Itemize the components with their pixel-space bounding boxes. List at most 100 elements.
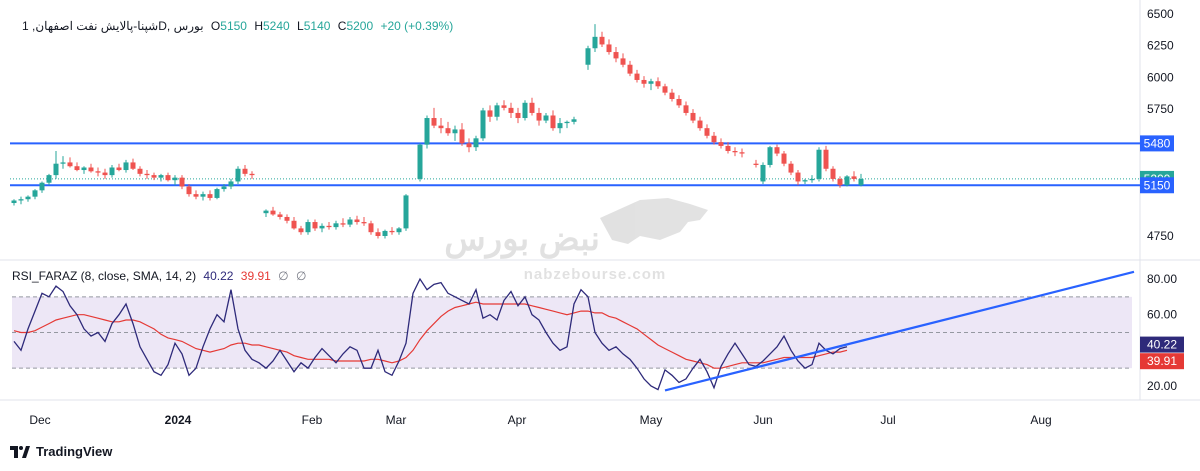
time-axis[interactable]: Dec 2024 Feb Mar Apr May Jun Jul Aug [29,413,1051,427]
candle-body [270,210,276,215]
price-pane[interactable] [0,0,1140,258]
candle-body [137,168,143,174]
candle-body [571,119,577,122]
candle-body [165,175,171,181]
candle-body [221,186,227,190]
candle-body [172,177,178,181]
level-5150-badge-bg [1140,177,1174,194]
rsi-line [13,277,848,391]
candle-body [431,118,437,126]
rsi-value-badge-bg [1140,336,1184,353]
candle-body [263,210,269,214]
candle-body [242,168,248,174]
price-axis[interactable]: 4750 5750 6000 6250 6500 [1147,7,1174,243]
candle-body [711,135,717,143]
empty-value-2: ∅ [295,269,307,283]
rsi-trendline[interactable] [664,270,1135,392]
candle-body [487,110,493,117]
price-tick-label: 5750 [1147,102,1174,116]
horizontal-levels[interactable] [10,142,1140,187]
candle-body [494,105,500,117]
candle-body [368,223,374,233]
rsi-lines [13,270,1135,392]
candle-body [753,163,759,165]
footer-brand: TradingView [36,444,113,459]
candle-body [781,153,787,164]
candle-body [662,86,668,93]
price-tick-label: 6000 [1147,70,1174,84]
candle-body [291,220,297,229]
time-tick-label: Aug [1030,413,1051,427]
price-tick-label: 6500 [1147,7,1174,21]
candle-body [396,228,402,233]
candle-body [354,219,360,223]
candle-body [277,214,283,217]
candle-body [634,73,640,80]
candle-body [109,167,115,176]
candle-body [683,105,689,113]
candle-body [536,112,542,121]
candle-body [81,167,87,171]
rsi-axis[interactable]: 20.00 60.00 80.00 [1147,272,1177,393]
candle-body [466,143,472,148]
candle-body [459,129,465,144]
candle-body [249,173,255,176]
candle-body [557,123,563,129]
candle-body [60,162,66,164]
candle-body [795,172,801,182]
candle-body [529,102,535,113]
time-tick-label: Dec [29,413,50,427]
candle-body [235,168,241,182]
candle-body [718,142,724,146]
candle-body [32,190,38,197]
low-value: 5140 [303,19,331,33]
candle-body [802,180,808,182]
footer[interactable]: TradingView [10,444,112,459]
rsi-tick-label: 80.00 [1147,272,1177,286]
candle-body [641,79,647,84]
candle-body [95,171,101,173]
candle-body [550,115,556,129]
candle-body [326,225,332,228]
candle-body [438,125,444,129]
candle-body [837,178,843,186]
time-tick-label: 2024 [165,413,192,427]
candle-body [445,128,451,134]
candle-body [403,195,409,229]
time-tick-label: Jul [880,413,895,427]
candle-body [704,128,710,136]
high-value: 5240 [262,19,290,33]
candle-body [25,196,31,200]
candle-body [193,194,199,197]
candle-body [186,186,192,195]
candle-body [340,223,346,225]
candle-body [858,178,864,186]
candle-body [564,121,570,124]
watermark-brand: نبض بورس [444,220,600,259]
high-label: H [254,19,263,33]
time-tick-label: Feb [302,413,323,427]
time-tick-label: Jun [753,413,772,427]
price-tick-label: 6250 [1147,39,1174,53]
candle-body [298,228,304,233]
rsi-legend[interactable]: RSI_FARAZ (8, close, SMA, 14, 2) 40.22 3… [12,269,310,283]
candle-body [515,112,521,119]
candle-body [130,162,136,169]
candle-body [102,172,108,176]
sma-legend-value: 39.91 [240,269,271,283]
symbol-legend[interactable]: شپنا-پالایش نفت اصفهان, 1D, بورس O5150 H… [22,19,457,33]
level-5480-badge: 5480 [1144,136,1171,150]
candle-body [606,44,612,53]
candle-body [179,177,185,187]
candle-body [382,230,388,236]
time-tick-label: Apr [508,413,527,427]
rsi-value-badge: 40.22 [1147,338,1177,352]
candle-body [39,182,45,191]
candle-body [669,92,675,99]
candle-body [158,175,164,178]
candle-body [543,115,549,121]
candle-body [116,167,122,171]
candle-body [774,147,780,154]
candle-body [613,52,619,59]
